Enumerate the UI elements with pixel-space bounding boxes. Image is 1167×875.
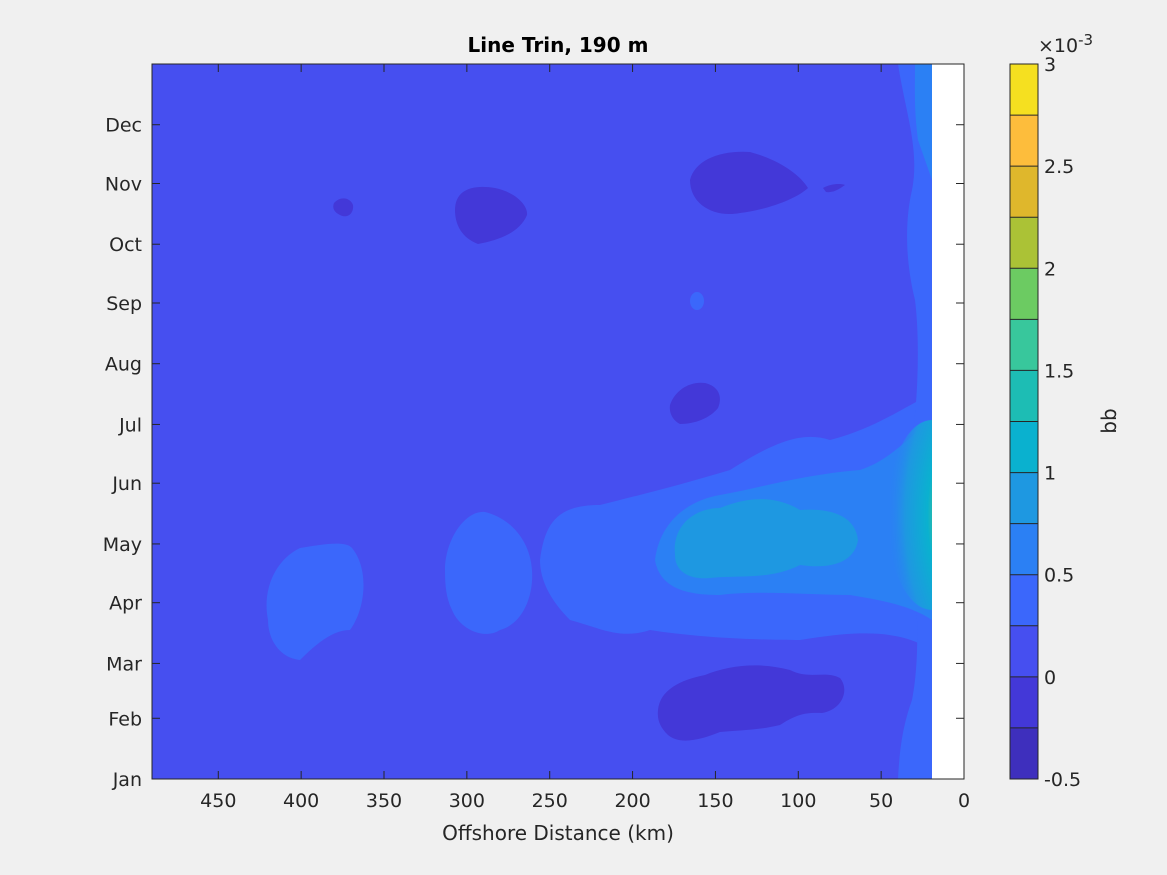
- colorbar-level-swatch: [1010, 676, 1038, 728]
- colorbar-level-swatch: [1010, 727, 1038, 779]
- y-tick-label: Feb: [108, 708, 142, 730]
- colorbar-level-swatch: [1010, 166, 1038, 218]
- y-tick-label: Jun: [111, 473, 142, 495]
- colorbar-exponent-power: -3: [1078, 31, 1093, 49]
- colorbar-tick-label: 3: [1044, 54, 1056, 76]
- contour-negative-nov-3: [333, 198, 354, 217]
- contour-negative-jul: [669, 382, 720, 424]
- x-tick-label: 300: [449, 790, 485, 812]
- contour-negative-feb: [657, 665, 845, 741]
- x-tick-label: 0: [958, 790, 970, 812]
- colorbar-tick-label: 2.5: [1044, 156, 1074, 178]
- colorbar-level-swatch: [1010, 625, 1038, 677]
- contour-negative-nov-2: [455, 186, 528, 244]
- colorbar-exponent-base: ×10: [1038, 35, 1078, 57]
- plot-frame: [151, 63, 965, 780]
- x-tick-label: 400: [283, 790, 319, 812]
- colorbar-level-swatch: [1010, 472, 1038, 524]
- plot-area: [152, 64, 964, 779]
- y-tick-label: Oct: [109, 234, 142, 256]
- colorbar-level-swatch: [1010, 370, 1038, 422]
- contour-negative-nov-4: [823, 184, 845, 193]
- x-tick-label: 250: [532, 790, 568, 812]
- colorbar-tick-label: 2: [1044, 258, 1056, 280]
- colorbar-tick-label: -0.5: [1044, 769, 1081, 791]
- colorbar: -0.5 0 0.5 1 1.5 2 2.5 3: [1009, 54, 1081, 791]
- colorbar-level-swatch: [1010, 115, 1038, 167]
- colorbar-level-swatch: [1010, 523, 1038, 575]
- y-tick-label: Mar: [106, 653, 142, 675]
- x-tick-label: 50: [869, 790, 893, 812]
- y-tick-label: Nov: [105, 173, 142, 195]
- colorbar-frame: [1009, 63, 1039, 780]
- contour-level-0.75-band: [674, 499, 858, 579]
- y-tick-label: May: [103, 534, 142, 556]
- colorbar-level-swatch: [1010, 268, 1038, 320]
- x-axis: 450 400 350 300 250 200 150 100 50 0: [200, 64, 970, 812]
- y-axis: Jan Feb Mar Apr May Jun Jul Aug Sep Oct Nov Dec: [103, 115, 964, 791]
- chart-title: Line Trin, 190 m: [468, 33, 649, 57]
- colorbar-exponent: ×10-3: [1038, 31, 1093, 57]
- x-tick-label: 200: [614, 790, 650, 812]
- colorbar-level-swatch: [1010, 421, 1038, 473]
- no-data-region: [932, 64, 964, 779]
- colorbar-label: bb: [1097, 408, 1121, 433]
- contour-spot-sep: [690, 292, 704, 310]
- colorbar-tick-label: 1: [1044, 463, 1056, 485]
- x-tick-label: 150: [697, 790, 733, 812]
- colorbar-level-swatch: [1010, 217, 1038, 269]
- x-axis-label: Offshore Distance (km): [442, 821, 674, 845]
- x-tick-label: 450: [200, 790, 236, 812]
- y-tick-label: Dec: [105, 115, 142, 137]
- colorbar-tick-label: 0: [1044, 667, 1056, 689]
- contour-background: [152, 64, 964, 779]
- colorbar-tick-label: 0.5: [1044, 565, 1074, 587]
- y-tick-label: Sep: [106, 293, 142, 315]
- colorbar-tick-label: 1.5: [1044, 360, 1074, 382]
- contour-level-0.25-blob-2: [445, 511, 533, 634]
- x-tick-label: 100: [780, 790, 816, 812]
- contour-level-0.5-coast: [914, 64, 932, 180]
- y-tick-label: Jul: [118, 414, 142, 436]
- y-tick-label: Aug: [105, 354, 142, 376]
- y-tick-label: Apr: [109, 593, 142, 615]
- colorbar-level-swatch: [1010, 64, 1038, 116]
- colorbar-level-swatch: [1010, 574, 1038, 626]
- y-tick-label: Jan: [112, 769, 142, 791]
- colorbar-level-swatch: [1010, 319, 1038, 371]
- x-tick-label: 350: [366, 790, 402, 812]
- contour-negative-nov-1: [690, 151, 808, 215]
- contour-level-0.25-blob-1: [266, 543, 364, 660]
